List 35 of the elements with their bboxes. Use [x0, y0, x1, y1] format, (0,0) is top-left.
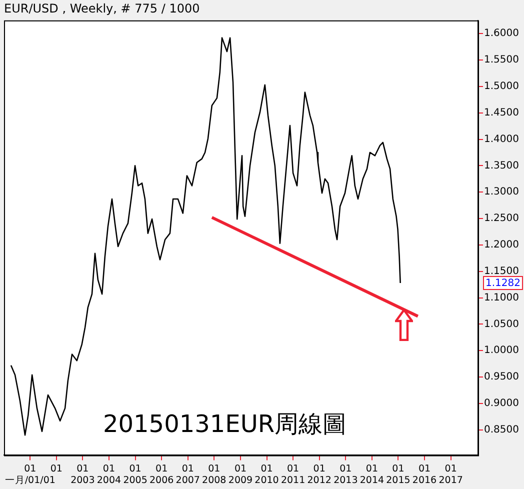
- x-tick-label: 01 2008: [202, 463, 226, 486]
- y-tick-label: 1.4000: [484, 134, 519, 145]
- y-tick-label: 0.9000: [484, 398, 519, 410]
- x-tick-label: 01 2003: [70, 463, 95, 486]
- x-tick-label: 01 2011: [280, 463, 306, 486]
- y-tick-label: 1.1000: [484, 292, 519, 304]
- x-tick-label: 01 2016: [412, 463, 437, 486]
- annotation: 20150131EUR周線圖: [103, 409, 347, 440]
- y-tick-label: 1.5500: [484, 54, 519, 66]
- y-tick-label: 1.0500: [484, 318, 519, 330]
- y-tick-label: 1.3500: [484, 160, 519, 172]
- y-tick-label: 0.8500: [484, 424, 519, 436]
- y-tick-label: 1.4500: [484, 107, 519, 118]
- chart-title: EUR/USD , Weekly, # 775 / 1000: [4, 1, 200, 16]
- text: 1.1282: [486, 278, 520, 290]
- x-tick-label: 01 2004: [96, 463, 122, 486]
- y-tick-label: 0.9500: [484, 372, 519, 383]
- x-tick-label: 01 2010: [254, 463, 279, 486]
- x-tick-label: 01 2015: [386, 463, 410, 486]
- x-tick-label: 01 2013: [334, 463, 358, 486]
- x-tick-label: 01 2007: [176, 463, 200, 486]
- y-tick-label: 1.6000: [484, 28, 519, 40]
- x-tick-label: 01 2017: [438, 463, 463, 486]
- x-tick-label: 01 2014: [360, 463, 384, 486]
- y-tick-label: 1.1500: [484, 266, 519, 277]
- y-tick-label: 1.2000: [484, 240, 519, 251]
- x-tick-label: 01 2012: [307, 463, 332, 486]
- y-tick-label: 1.2500: [484, 213, 519, 224]
- y-tick-label: 1.0000: [484, 345, 519, 356]
- y-tick-label: 1.5000: [484, 81, 519, 92]
- x-tick-label: 01 2005: [123, 463, 148, 486]
- x-tick-label: 01 2009: [228, 463, 253, 486]
- x-tick-label: 01 2006: [150, 463, 174, 486]
- x-tick-label: 01: [50, 463, 62, 474]
- y-tick-label: 1.3000: [484, 186, 519, 198]
